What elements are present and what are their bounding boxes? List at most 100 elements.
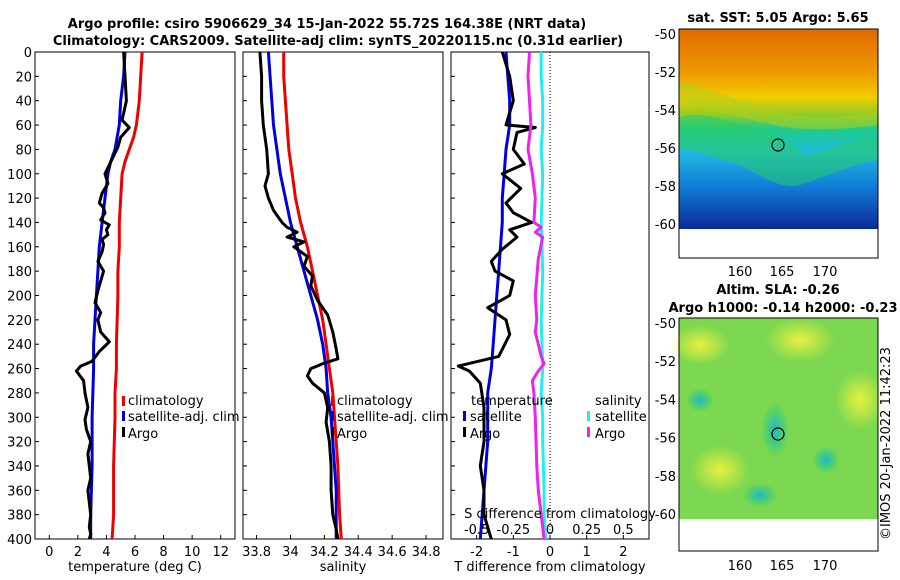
sla-map-frame: [678, 317, 879, 552]
sla-anomaly: [742, 483, 778, 507]
map-y-tick-label: -60: [655, 508, 676, 523]
x-tick-label: 34.2: [310, 545, 339, 560]
y-tick-label: 260: [7, 363, 32, 378]
legend-title-temperature: temperature: [471, 394, 553, 409]
y-tick-label: 240: [7, 338, 32, 353]
legend-label-t-argo: Argo: [470, 427, 500, 442]
legend-label-argo: Argo: [128, 427, 158, 442]
legend-swatch-t-argo: [463, 427, 466, 437]
y-tick-label: 0: [24, 46, 32, 61]
sla-map-title-2: Argo h1000: -0.14 h2000: -0.23: [668, 301, 897, 316]
series-line-satellite-adj-clim: [266, 51, 338, 539]
x-tick-label-s: -0.25: [497, 523, 531, 538]
sla-map: [670, 318, 885, 551]
difference-series: [456, 51, 548, 540]
sst-map-frame: [678, 28, 879, 259]
x-tick-label: 10: [184, 545, 201, 560]
x-tick-label: 6: [131, 545, 139, 560]
x-tick-label: 34: [282, 545, 299, 560]
sla-anomaly: [690, 445, 750, 495]
x-tick-label: 34.4: [344, 545, 373, 560]
y-tick-label: 80: [15, 143, 32, 158]
x-tick-label-s: 0: [546, 523, 554, 538]
map-y-tick-label: -58: [655, 470, 676, 485]
legend-swatch-climatology: [122, 396, 125, 406]
salinity-legend: climatology satellite-adj. clim Argo: [331, 394, 449, 442]
y-tick-label: 280: [7, 387, 32, 402]
map-y-tick-label: -54: [655, 104, 676, 119]
difference-xlabel-top: S difference from climatology: [464, 507, 656, 522]
legend-swatch-s-satellite: [587, 411, 590, 421]
x-tick-label: 0: [45, 545, 53, 560]
x-tick-label: 2: [74, 545, 82, 560]
legend-label-satellite: satellite-adj. clim: [128, 410, 240, 425]
sst-front-yellow: [679, 80, 878, 130]
sla-map-title-1: Altim. SLA: -0.26: [716, 283, 839, 298]
y-tick-label: 220: [7, 314, 32, 329]
y-tick-label: 40: [15, 95, 32, 110]
y-tick-label: 160: [7, 241, 32, 256]
sla-anomaly: [812, 446, 840, 474]
sla-anomaly: [835, 370, 885, 430]
x-tick-label-s: -0.5: [464, 523, 489, 538]
legend-label-climatology: climatology: [337, 394, 413, 409]
x-tick-label: 34.8: [412, 545, 441, 560]
map-y-tick-label: -52: [655, 355, 676, 370]
sla-anomaly: [761, 402, 789, 458]
legend-label-satellite: satellite-adj. clim: [337, 410, 449, 425]
x-tick-label: 34.6: [378, 545, 407, 560]
y-tick-label: 200: [7, 290, 32, 305]
x-tick-label: 8: [159, 545, 167, 560]
map-x-tick-label: 165: [770, 559, 795, 574]
x-tick-label-s: 0.5: [613, 523, 634, 538]
legend-title-salinity: salinity: [595, 394, 642, 409]
map-y-tick-label: -56: [655, 142, 676, 157]
legend-swatch-argo: [122, 427, 125, 437]
legend-label-t-satellite: satellite: [470, 410, 522, 425]
salinity-xlabel: salinity: [320, 560, 367, 575]
map-y-tick-label: -54: [655, 393, 676, 408]
map-x-tick-label: 160: [728, 559, 753, 574]
x-tick-label: -2: [470, 545, 483, 560]
legend-swatch-satellite: [331, 411, 334, 421]
sla-anomaly: [670, 325, 730, 365]
y-tick-label: 180: [7, 265, 32, 280]
salinity-series: [258, 51, 343, 540]
map-y-tick-label: -50: [655, 317, 676, 332]
y-tick-label: 380: [7, 509, 32, 524]
y-tick-label: 340: [7, 460, 32, 475]
sla-anomaly: [765, 318, 835, 362]
x-tick-label: 33.8: [242, 545, 271, 560]
y-tick-label: 300: [7, 411, 32, 426]
temperature-xlabel: temperature (deg C): [68, 560, 202, 575]
sla-argo-marker: [771, 427, 785, 441]
temperature-legend: climatology satellite-adj. clim Argo: [122, 394, 240, 442]
legend-label-s-argo: Argo: [595, 427, 625, 442]
legend-swatch-s-argo: [587, 427, 590, 437]
legend-swatch-climatology: [331, 396, 334, 406]
legend-swatch-t-satellite: [463, 411, 466, 421]
sst-argo-marker: [771, 138, 785, 152]
sla-anomaly: [686, 388, 714, 412]
series-line-satellite-adj-clim: [89, 51, 127, 539]
series-line-s-satellite: [539, 52, 548, 540]
map-x-tick-label: 170: [813, 265, 838, 280]
y-tick-label: 320: [7, 436, 32, 451]
y-tick-label: 100: [7, 168, 32, 183]
title-line-1: Argo profile: csiro 5906629_34 15-Jan-20…: [68, 17, 586, 32]
map-y-tick-label: -52: [655, 66, 676, 81]
difference-legend: temperature satellite Argo salinity sate…: [463, 394, 647, 442]
x-tick-label: 4: [102, 545, 110, 560]
x-tick-label: -1: [507, 545, 520, 560]
map-y-tick-label: -60: [655, 218, 676, 233]
x-tick-label-s: 0.25: [572, 523, 601, 538]
map-y-tick-label: -56: [655, 432, 676, 447]
sst-nodata: [679, 229, 878, 258]
map-x-tick-label: 170: [813, 559, 838, 574]
legend-swatch-argo: [331, 427, 334, 437]
y-tick-label: 60: [15, 119, 32, 134]
temperature-series: [74, 51, 144, 540]
y-tick-label: 140: [7, 216, 32, 231]
map-y-tick-label: -58: [655, 180, 676, 195]
